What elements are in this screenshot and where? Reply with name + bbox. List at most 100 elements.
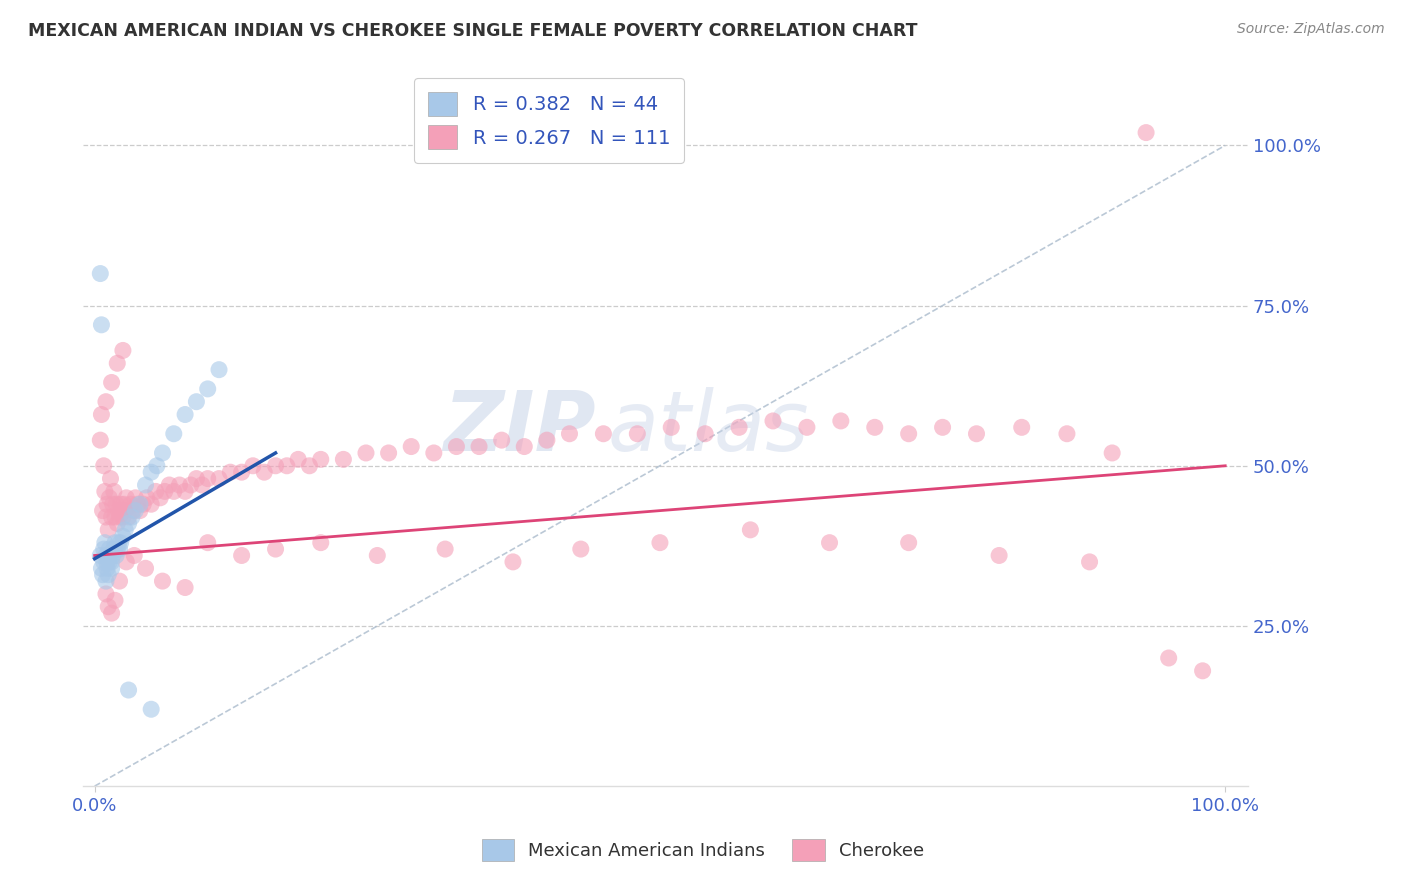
Point — [103, 484, 125, 499]
Point — [399, 440, 422, 454]
Point — [264, 458, 287, 473]
Point — [108, 542, 131, 557]
Point — [93, 555, 115, 569]
Point — [1011, 420, 1033, 434]
Point — [98, 555, 121, 569]
Point — [104, 535, 127, 549]
Point — [186, 394, 208, 409]
Point — [536, 433, 558, 447]
Point — [219, 465, 242, 479]
Point — [91, 567, 114, 582]
Point — [91, 503, 114, 517]
Point — [107, 503, 129, 517]
Point — [141, 465, 163, 479]
Point — [897, 535, 920, 549]
Point — [1078, 555, 1101, 569]
Point — [208, 472, 231, 486]
Point — [648, 535, 671, 549]
Point — [93, 542, 115, 557]
Point — [152, 446, 174, 460]
Point — [110, 497, 132, 511]
Point — [89, 267, 111, 281]
Point — [174, 408, 197, 422]
Point — [988, 549, 1011, 563]
Point — [121, 510, 143, 524]
Point — [264, 542, 287, 557]
Point — [122, 549, 145, 563]
Point — [105, 497, 128, 511]
Point — [103, 542, 125, 557]
Point — [1135, 126, 1157, 140]
Legend: Mexican American Indians, Cherokee: Mexican American Indians, Cherokee — [472, 830, 934, 870]
Point — [96, 555, 118, 569]
Point — [94, 394, 117, 409]
Point — [163, 426, 186, 441]
Point — [423, 446, 446, 460]
Point — [830, 414, 852, 428]
Point — [231, 549, 253, 563]
Point — [135, 561, 157, 575]
Point — [110, 535, 132, 549]
Point — [897, 426, 920, 441]
Point — [105, 516, 128, 531]
Point — [90, 561, 112, 575]
Point — [98, 542, 121, 557]
Point — [740, 523, 762, 537]
Point — [191, 478, 214, 492]
Point — [100, 472, 122, 486]
Point — [332, 452, 354, 467]
Point — [434, 542, 457, 557]
Point — [592, 426, 614, 441]
Point — [491, 433, 513, 447]
Point — [287, 452, 309, 467]
Point — [89, 433, 111, 447]
Point — [231, 465, 253, 479]
Point — [100, 555, 122, 569]
Point — [93, 458, 115, 473]
Point — [659, 420, 682, 434]
Text: Source: ZipAtlas.com: Source: ZipAtlas.com — [1237, 22, 1385, 37]
Point — [94, 549, 117, 563]
Point — [762, 414, 785, 428]
Point — [94, 574, 117, 588]
Point — [111, 510, 134, 524]
Point — [122, 503, 145, 517]
Point — [863, 420, 886, 434]
Point — [152, 574, 174, 588]
Point — [366, 549, 388, 563]
Point — [105, 542, 128, 557]
Point — [96, 497, 118, 511]
Point — [108, 574, 131, 588]
Point — [149, 491, 172, 505]
Point — [124, 503, 146, 517]
Point — [94, 484, 117, 499]
Point — [197, 535, 219, 549]
Point — [141, 702, 163, 716]
Point — [108, 510, 131, 524]
Point — [128, 503, 150, 517]
Point — [569, 542, 592, 557]
Point — [728, 420, 751, 434]
Point — [111, 343, 134, 358]
Point — [145, 484, 167, 499]
Point — [97, 523, 120, 537]
Text: ZIP: ZIP — [443, 387, 596, 467]
Point — [112, 497, 135, 511]
Point — [626, 426, 648, 441]
Point — [94, 510, 117, 524]
Point — [117, 516, 139, 531]
Legend: R = 0.382   N = 44, R = 0.267   N = 111: R = 0.382 N = 44, R = 0.267 N = 111 — [415, 78, 683, 162]
Point — [89, 549, 111, 563]
Point — [186, 472, 208, 486]
Point — [208, 362, 231, 376]
Point — [153, 484, 176, 499]
Point — [128, 497, 150, 511]
Point — [105, 549, 128, 563]
Point — [132, 497, 155, 511]
Point — [253, 465, 276, 479]
Point — [97, 567, 120, 582]
Point — [100, 376, 122, 390]
Point — [163, 484, 186, 499]
Point — [377, 446, 399, 460]
Point — [114, 523, 136, 537]
